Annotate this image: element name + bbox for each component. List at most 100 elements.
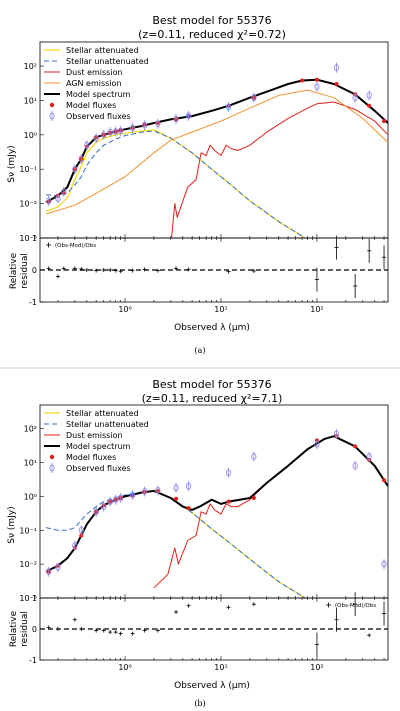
observed-flux-point — [72, 542, 78, 550]
model-flux-point — [226, 499, 231, 504]
observed-flux-point — [72, 165, 78, 173]
main-legend: Stellar attenuated Stellar unattenuated Du… — [44, 409, 149, 473]
observed-flux-point — [251, 453, 257, 460]
observed-flux-point — [118, 127, 124, 135]
y-tick-label: 10⁰ — [24, 131, 37, 140]
series-stellar-attenuated — [45, 490, 307, 598]
panel-a-ylabel: Sν (mJy) — [7, 145, 17, 182]
residual-legend-label: (Obs-Mod)/Obs — [55, 243, 96, 249]
legend-label: Dust emission — [66, 68, 123, 77]
model-flux-point — [382, 119, 387, 124]
observed-flux-point — [55, 195, 61, 202]
observed-flux-point — [113, 128, 119, 135]
y-tick-label: 10⁻³ — [19, 234, 37, 243]
observed-flux-point — [55, 564, 61, 571]
x-tick-label: 10¹ — [214, 663, 227, 672]
legend-observed-flux-marker — [49, 112, 55, 120]
observed-flux-point — [130, 124, 136, 132]
observed-flux-point — [186, 112, 192, 120]
model-flux-point — [300, 78, 305, 83]
residual-legend: (Obs-Mod)/Obs — [326, 602, 376, 609]
model-flux-point — [382, 478, 387, 483]
panel-b-xlabel: Observed λ (μm) — [174, 681, 250, 691]
residual-legend-label: (Obs-Mod)/Obs — [335, 603, 376, 609]
observed-flux-point — [352, 94, 358, 102]
panel-b-caption: (b) — [194, 699, 205, 708]
observed-flux-point — [352, 462, 358, 470]
y-tick-label: 10⁻¹ — [19, 526, 37, 535]
x-tick-label: 10² — [310, 663, 323, 672]
observed-flux-point — [314, 440, 320, 448]
y-tick-label: 10⁻² — [19, 200, 37, 209]
panel-b-residual-ylabel-2: residual — [20, 611, 30, 647]
panel-a-caption: (a) — [194, 346, 205, 355]
series-dust-emission — [171, 101, 388, 238]
residual-tick-label: 1 — [32, 234, 37, 243]
observed-flux-point — [93, 508, 99, 516]
residual-tick-label: -1 — [29, 656, 37, 665]
observed-flux-point — [225, 103, 232, 111]
observed-flux-point — [101, 503, 107, 510]
legend-label: AGN emission — [66, 79, 122, 88]
legend-label: Stellar unattenuated — [66, 420, 149, 429]
series-agn-emission — [45, 89, 388, 215]
residual-tick-label: 1 — [32, 594, 37, 603]
observed-flux-point — [173, 115, 179, 123]
model-flux-point — [251, 495, 256, 500]
legend-label: Observed fluxes — [66, 112, 131, 121]
x-tick-label: 10² — [310, 305, 323, 314]
model-flux-point — [174, 496, 179, 501]
observed-flux-point — [61, 188, 67, 196]
legend-label: Model spectrum — [66, 90, 131, 99]
model-flux-point — [367, 103, 372, 108]
y-tick-label: 10² — [24, 62, 37, 71]
panel-b-residual-ylabel-1: Relative — [9, 610, 19, 647]
legend-observed-flux-marker — [49, 464, 55, 472]
observed-flux-point — [251, 94, 257, 102]
panel-a-residual-ylabel-2: residual — [20, 253, 30, 289]
legend-model-flux-marker — [49, 454, 55, 460]
panel-a-residual-plot: 10⁰ 10¹ 10² -1 0 1 (Obs-Mod)/Obs — [29, 234, 389, 314]
residual-legend: (Obs-Mod)/Obs — [46, 242, 96, 249]
series-stellar-unattenuated — [45, 130, 307, 238]
model-flux-point — [314, 77, 319, 82]
observed-flux-point — [46, 197, 52, 205]
model-flux-point — [186, 506, 191, 511]
panel-b-residual-plot: 10⁰ 10¹ 10² -1 0 1 (Obs-Mod)/Obs — [29, 592, 389, 672]
residual-tick-label: 0 — [32, 625, 37, 634]
observed-flux-point — [333, 64, 340, 72]
observed-flux-point — [107, 128, 113, 136]
observed-flux-point — [142, 121, 148, 129]
series-group — [45, 62, 388, 238]
observed-flux-point — [225, 469, 232, 477]
panel-a: Best model for 55376 (z=0.11, reduced χ²… — [7, 14, 389, 355]
x-tick-label: 10¹ — [214, 305, 227, 314]
panel-b-ylabel: Sν (mJy) — [7, 506, 17, 543]
legend-label: Model fluxes — [66, 101, 116, 110]
observed-flux-point — [186, 482, 192, 490]
observed-flux-point — [173, 484, 179, 492]
observed-flux-point — [118, 494, 124, 502]
observed-flux-point — [333, 430, 340, 438]
observed-flux-point — [366, 453, 372, 460]
observed-flux-point — [381, 560, 387, 568]
y-tick-label: 10² — [24, 425, 37, 434]
observed-flux-point — [314, 83, 320, 91]
residual-tick-label: 0 — [32, 266, 37, 275]
observed-flux-point — [78, 155, 84, 163]
observed-flux-point — [130, 491, 136, 499]
y-tick-label: 10¹ — [24, 459, 37, 468]
observed-flux-point — [107, 498, 113, 506]
observed-flux-point — [46, 568, 52, 576]
model-flux-point — [334, 82, 339, 87]
observed-flux-point — [93, 134, 99, 142]
x-tick-label: 10⁰ — [118, 663, 131, 672]
series-stellar-unattenuated — [45, 490, 307, 598]
panel-a-residual-ylabel-1: Relative — [9, 252, 19, 289]
series-group — [45, 428, 388, 598]
legend-label: Model spectrum — [66, 442, 131, 451]
observed-flux-point — [84, 141, 90, 149]
panel-b-subtitle: (z=0.11, reduced χ²=7.1) — [142, 392, 283, 405]
